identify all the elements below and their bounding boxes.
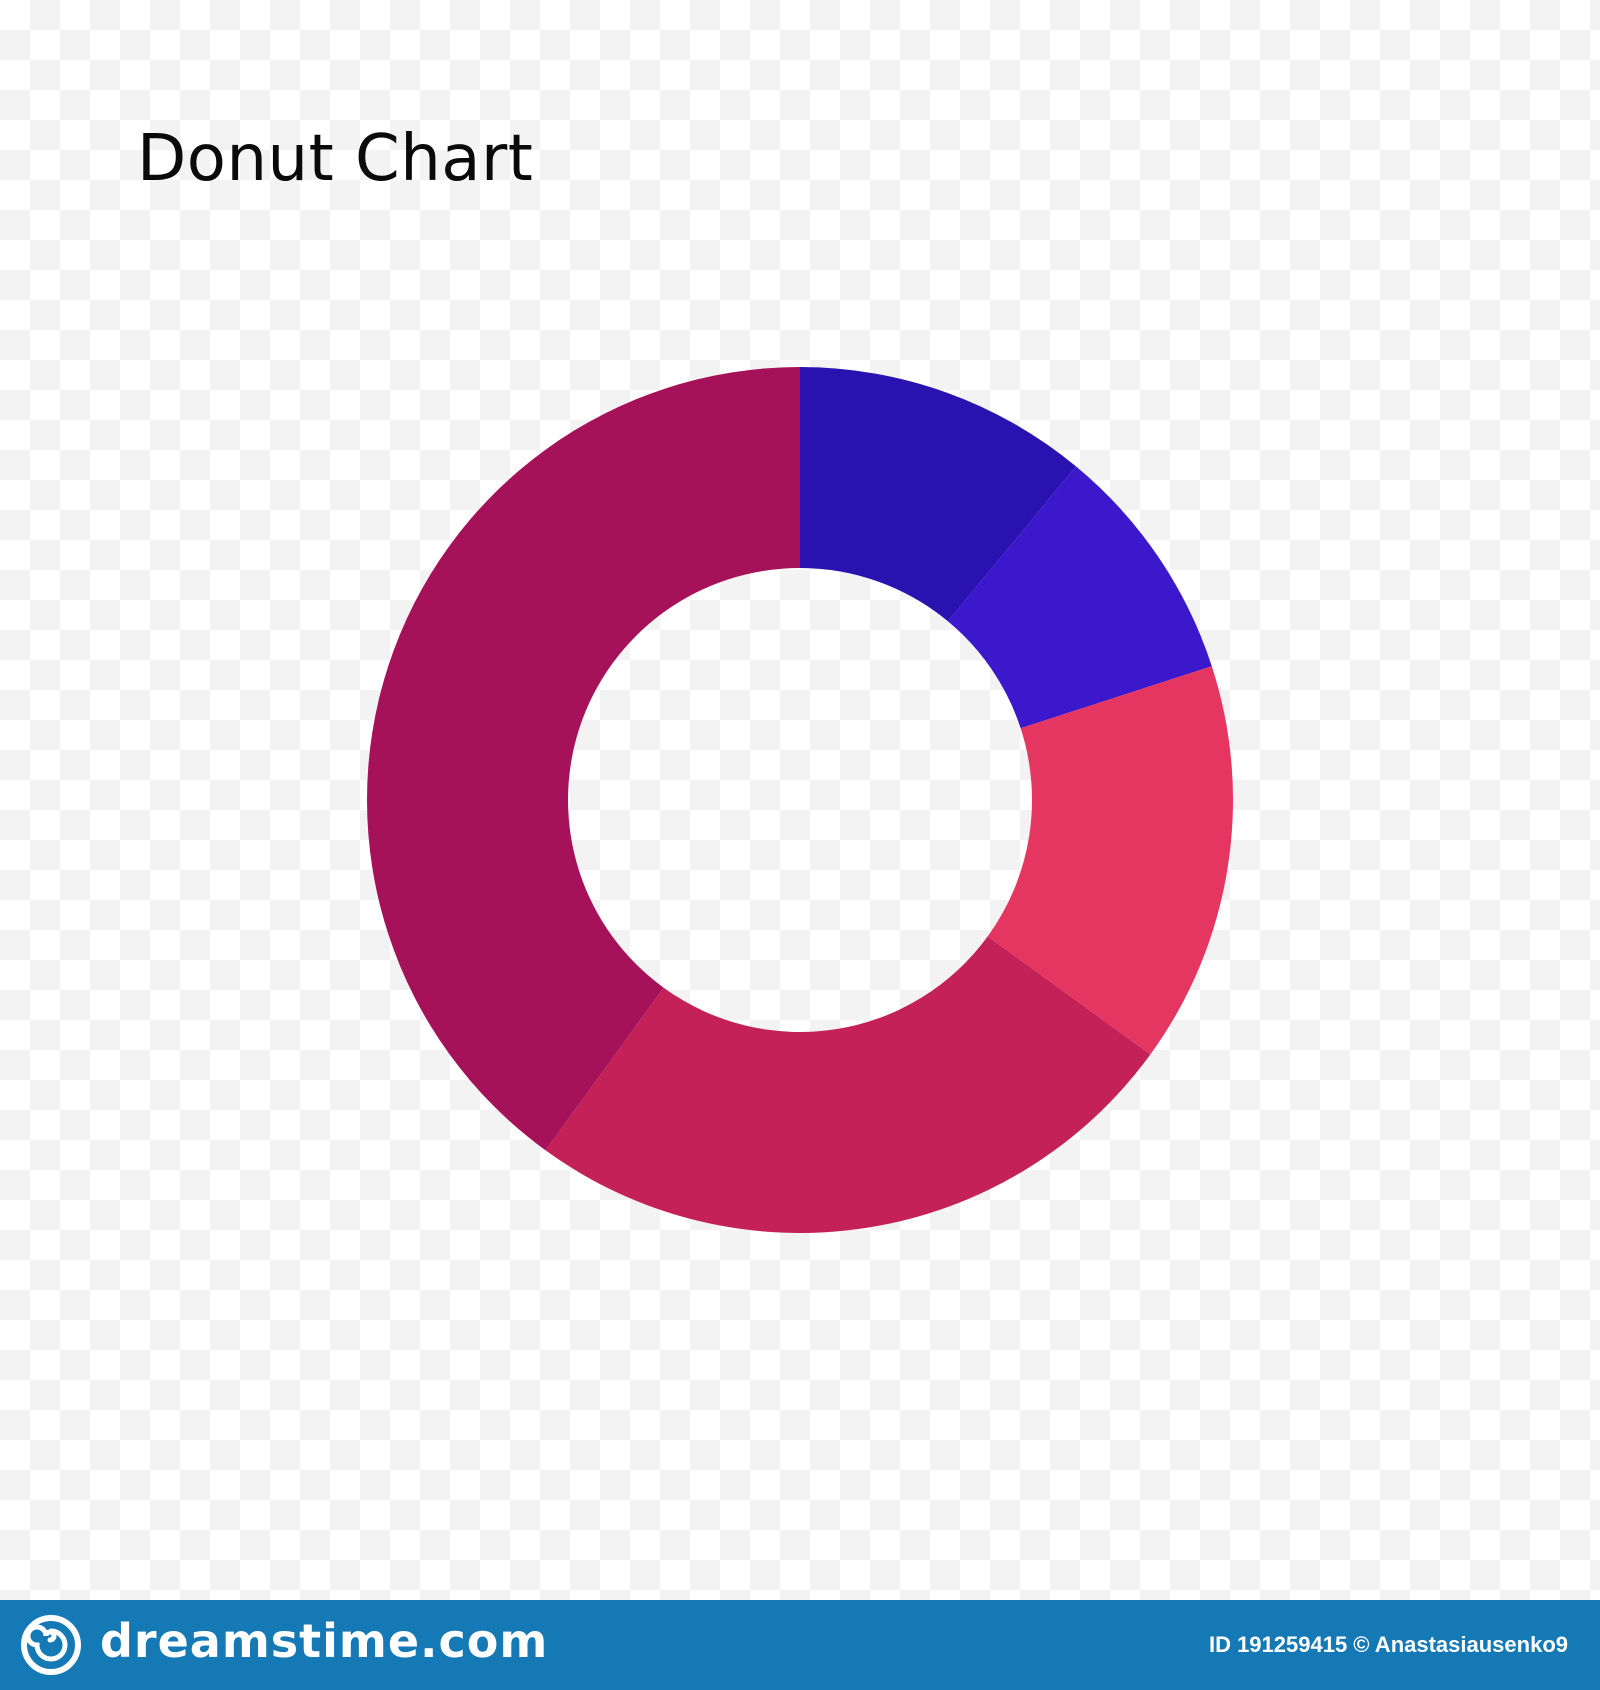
donut-slice-4: [545, 936, 1151, 1233]
donut-slice-5: [367, 367, 800, 1151]
donut-chart: [367, 367, 1233, 1233]
donut-slice-3: [987, 666, 1233, 1055]
chart-title: Donut Chart: [137, 122, 534, 196]
donut-slice-2: [947, 466, 1212, 729]
brand-name[interactable]: dreamstime.com: [100, 1614, 549, 1668]
image-credit: ID 191259415 © Anastasiausenko9: [1208, 1632, 1568, 1657]
footer-bar: dreamstime.com ID 191259415 © Anastasiau…: [0, 1600, 1600, 1690]
donut-slice-1: [800, 367, 1077, 622]
spiral-logo-icon: [21, 1615, 81, 1675]
